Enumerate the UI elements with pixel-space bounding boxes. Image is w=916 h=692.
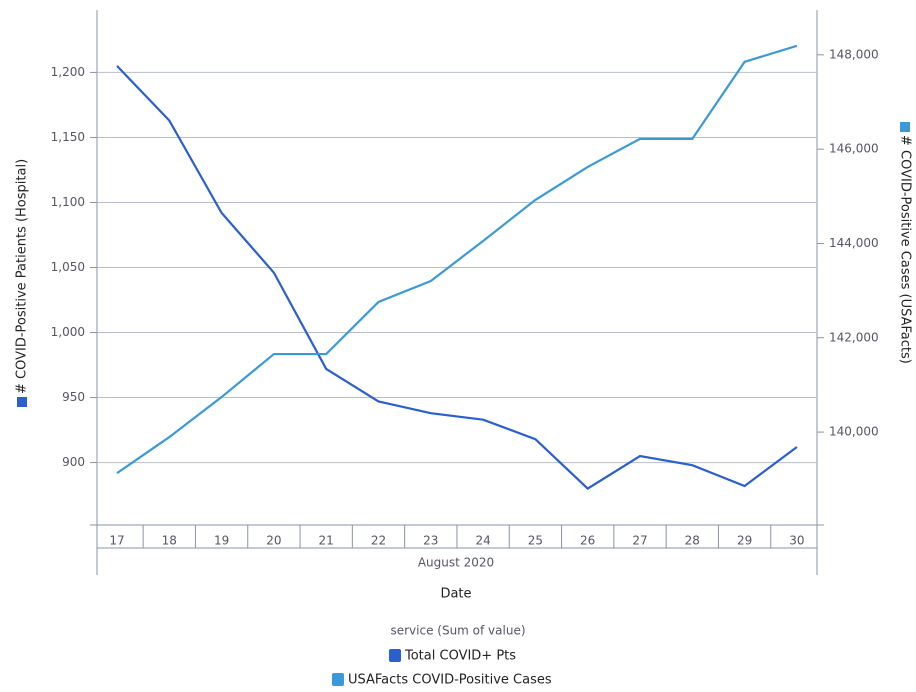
y-axis-title: # COVID-Positive Patients (Hospital) bbox=[15, 159, 30, 407]
y-tick-label: 950 bbox=[62, 390, 85, 404]
y2-tick-label: 146,000 bbox=[829, 142, 879, 156]
x-tick-label: 17 bbox=[109, 534, 124, 548]
x-tick-label: 19 bbox=[214, 534, 229, 548]
legend-swatch bbox=[389, 649, 401, 662]
y-tick-label: 1,100 bbox=[51, 195, 85, 209]
series-line bbox=[116, 44, 798, 475]
x-tick-label: 30 bbox=[789, 534, 804, 548]
x-tick-label: 18 bbox=[162, 534, 177, 548]
x-group-label: August 2020 bbox=[418, 556, 494, 570]
y-tick-label: 1,050 bbox=[51, 260, 85, 274]
x-tick-label: 27 bbox=[632, 534, 647, 548]
y2-axis-label: # COVID-Positive Cases (USAFacts) bbox=[898, 135, 913, 364]
series-line bbox=[116, 65, 798, 490]
x-tick-label: 20 bbox=[266, 534, 281, 548]
x-tick-label: 29 bbox=[737, 534, 752, 548]
y2-tick-label: 148,000 bbox=[829, 47, 879, 61]
x-tick-label: 26 bbox=[580, 534, 595, 548]
legend-label: Total COVID+ Pts bbox=[404, 649, 516, 664]
legend-swatch bbox=[332, 673, 344, 686]
legend-title: service (Sum of value) bbox=[390, 624, 525, 638]
y-axis-marker bbox=[17, 397, 27, 407]
x-tick-label: 22 bbox=[371, 534, 386, 548]
x-axis-label: Date bbox=[440, 587, 471, 602]
y-tick-label: 1,150 bbox=[51, 130, 85, 144]
x-tick-label: 23 bbox=[423, 534, 438, 548]
y2-tick-label: 144,000 bbox=[829, 236, 879, 250]
y-tick-label: 1,000 bbox=[51, 325, 85, 339]
x-tick-label: 28 bbox=[685, 534, 700, 548]
y2-axis-title: # COVID-Positive Cases (USAFacts) bbox=[898, 122, 913, 364]
legend-label: USAFacts COVID-Positive Cases bbox=[348, 673, 552, 688]
x-tick-label: 21 bbox=[319, 534, 334, 548]
y-tick-label: 900 bbox=[62, 455, 85, 469]
y2-tick-label: 140,000 bbox=[829, 425, 879, 439]
y2-tick-label: 142,000 bbox=[829, 330, 879, 344]
y-axis-label: # COVID-Positive Patients (Hospital) bbox=[15, 159, 30, 394]
y-tick-label: 1,200 bbox=[51, 65, 85, 79]
x-tick-label: 25 bbox=[528, 534, 543, 548]
y2-axis-marker bbox=[900, 122, 910, 132]
x-tick-label: 24 bbox=[475, 534, 490, 548]
